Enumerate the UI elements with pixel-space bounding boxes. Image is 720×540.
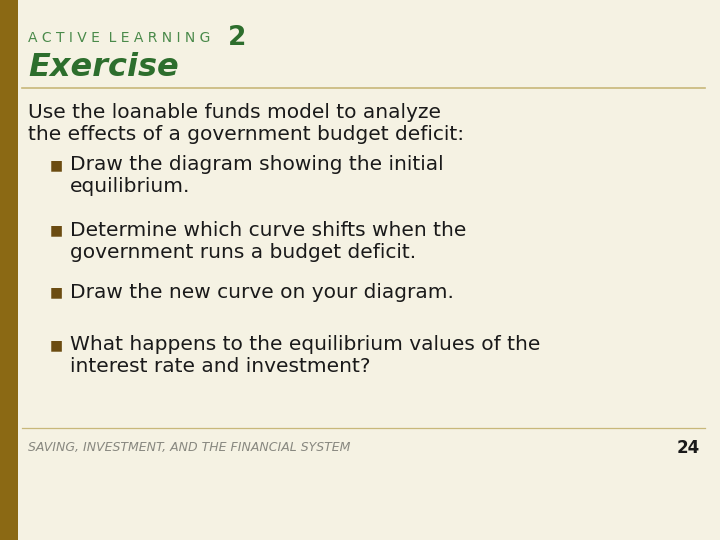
Text: Determine which curve shifts when the: Determine which curve shifts when the bbox=[70, 220, 467, 240]
Text: interest rate and investment?: interest rate and investment? bbox=[70, 357, 371, 376]
Text: A C T I V E  L E A R N I N G: A C T I V E L E A R N I N G bbox=[28, 31, 210, 45]
Text: ■: ■ bbox=[50, 285, 63, 299]
Text: Use the loanable funds model to analyze: Use the loanable funds model to analyze bbox=[28, 103, 441, 122]
Text: 24: 24 bbox=[677, 439, 700, 457]
Text: Draw the diagram showing the initial: Draw the diagram showing the initial bbox=[70, 156, 444, 174]
Text: government runs a budget deficit.: government runs a budget deficit. bbox=[70, 242, 416, 261]
Text: Draw the new curve on your diagram.: Draw the new curve on your diagram. bbox=[70, 282, 454, 301]
Text: What happens to the equilibrium values of the: What happens to the equilibrium values o… bbox=[70, 335, 541, 354]
Text: Exercise: Exercise bbox=[28, 51, 179, 83]
Text: the effects of a government budget deficit:: the effects of a government budget defic… bbox=[28, 125, 464, 144]
Text: 2: 2 bbox=[228, 25, 246, 51]
Text: equilibrium.: equilibrium. bbox=[70, 178, 190, 197]
Text: ■: ■ bbox=[50, 338, 63, 352]
Text: SAVING, INVESTMENT, AND THE FINANCIAL SYSTEM: SAVING, INVESTMENT, AND THE FINANCIAL SY… bbox=[28, 442, 351, 455]
Text: ■: ■ bbox=[50, 223, 63, 237]
FancyBboxPatch shape bbox=[0, 0, 18, 540]
Text: ■: ■ bbox=[50, 158, 63, 172]
